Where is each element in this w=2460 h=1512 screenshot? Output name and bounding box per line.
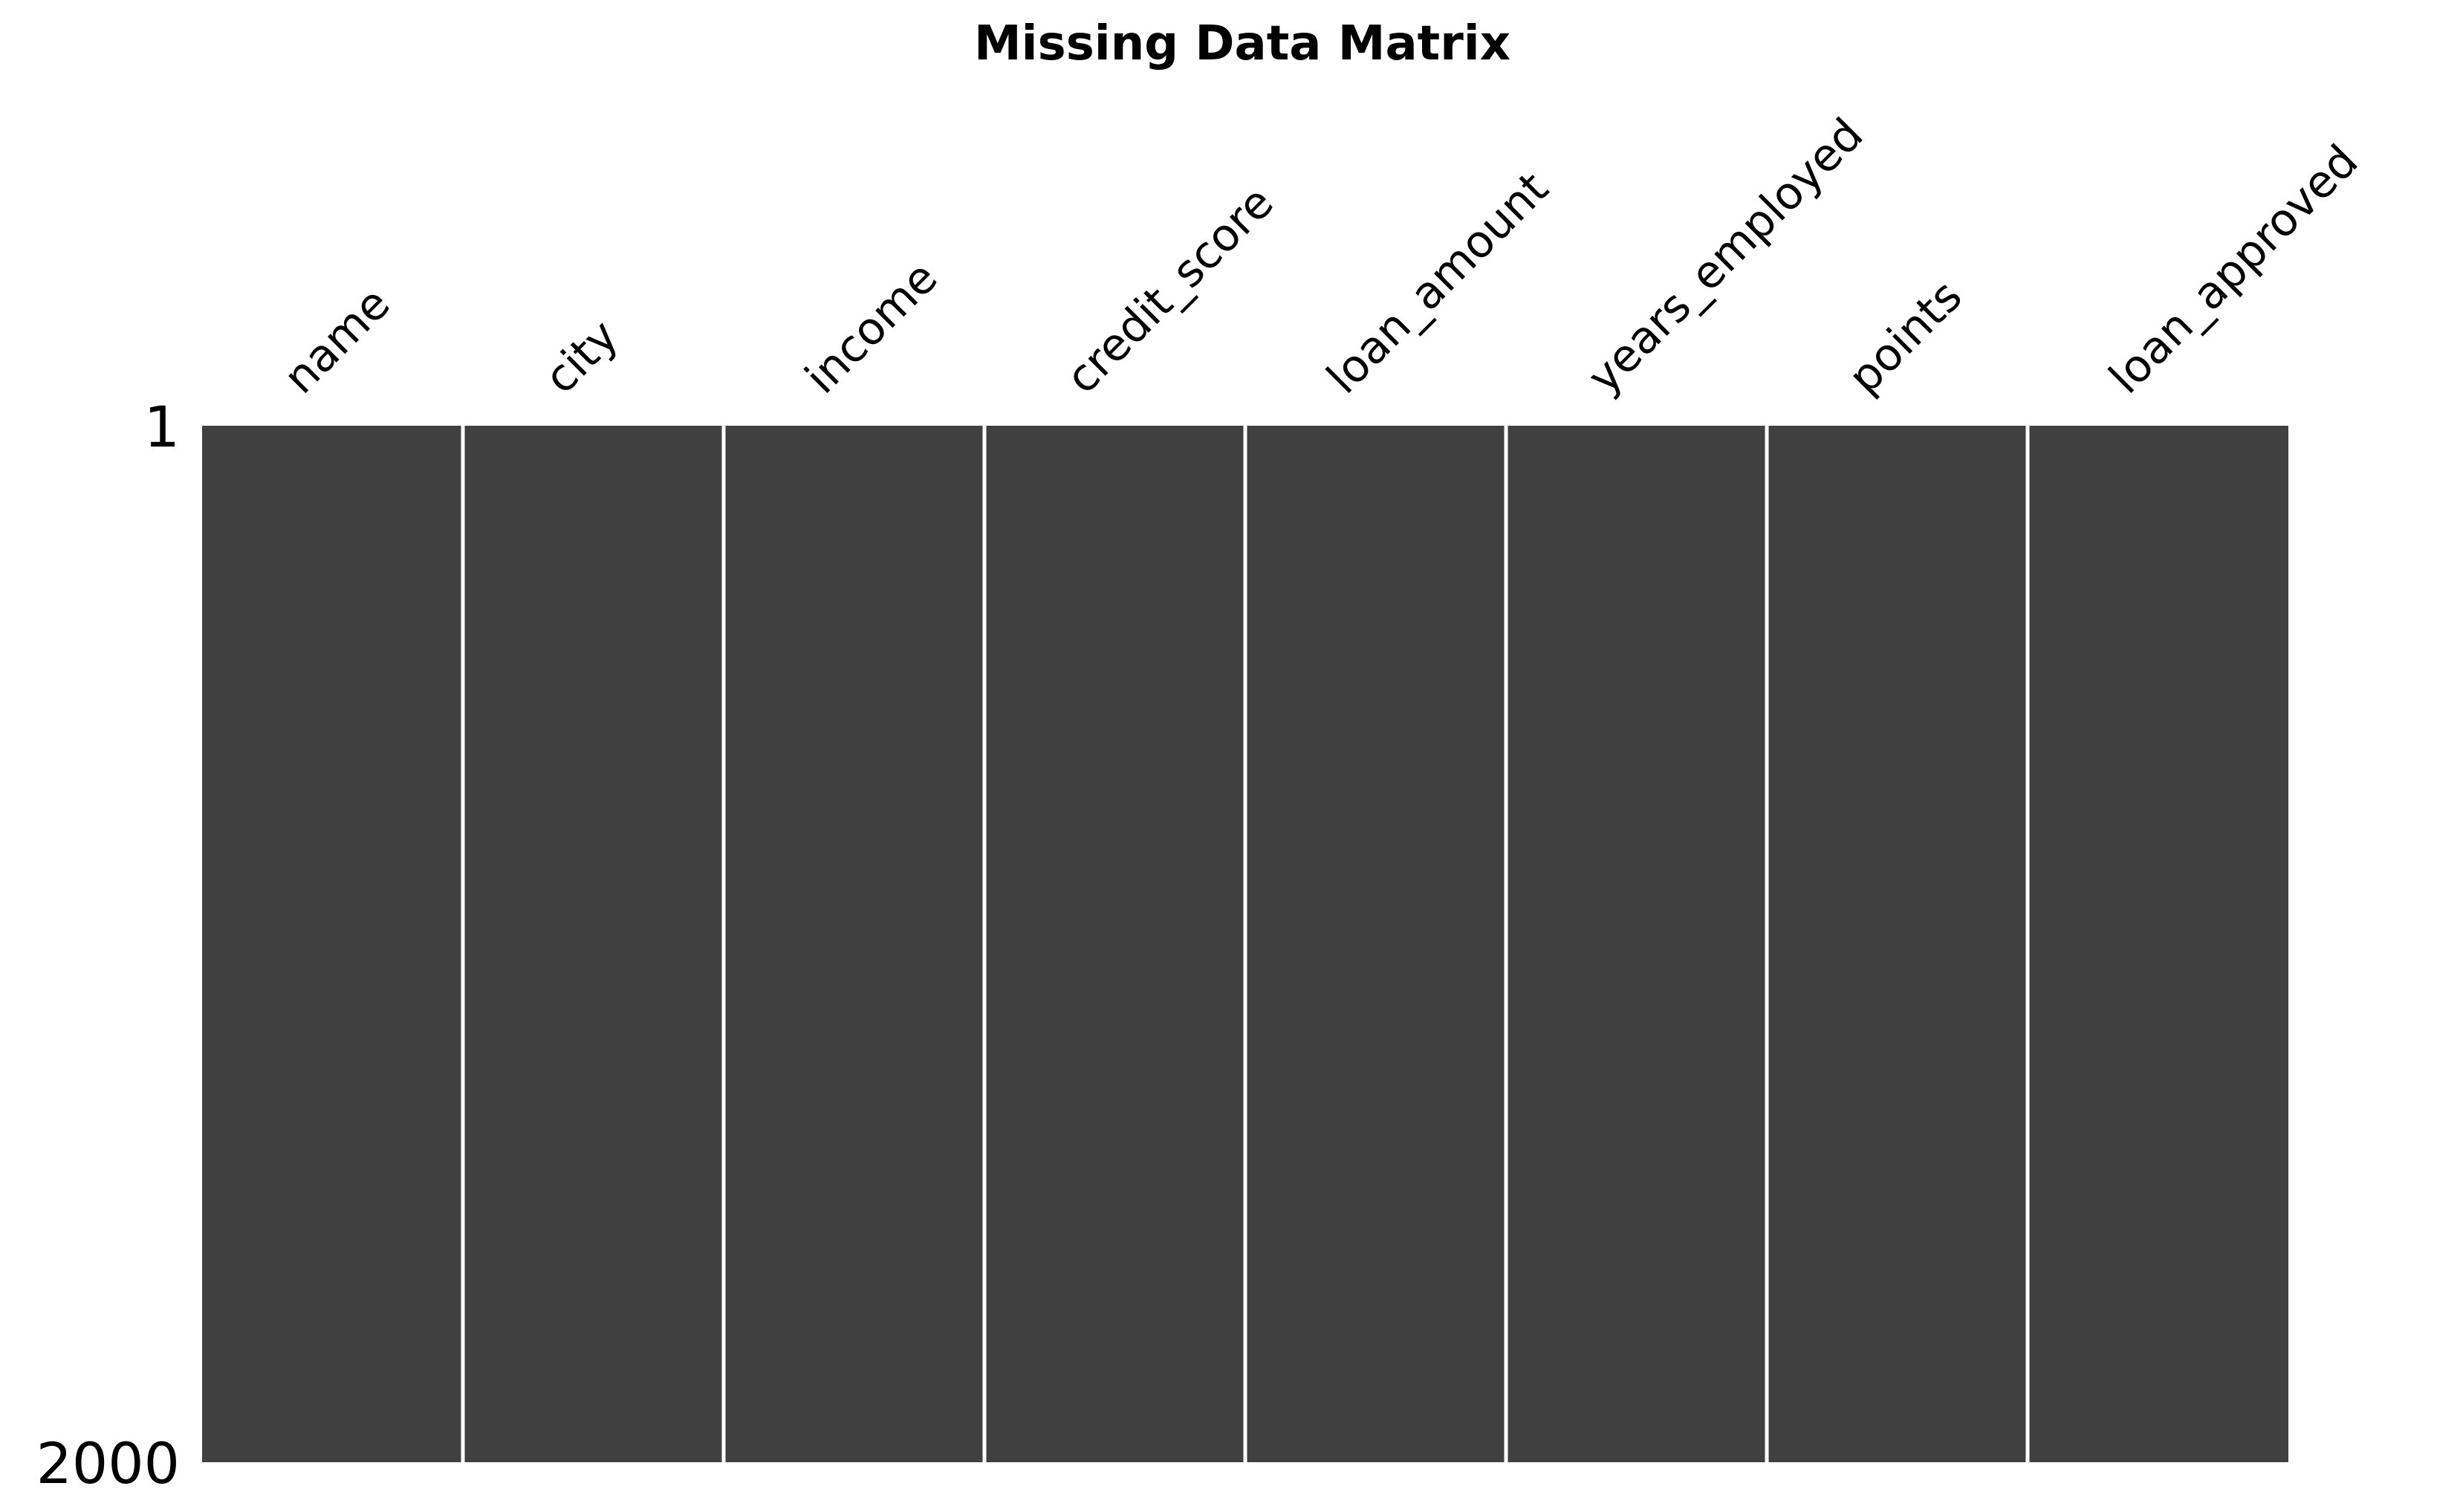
- matrix-columns: [202, 426, 2288, 1462]
- column-label-city: city: [535, 310, 629, 403]
- matrix-column-loan-approved: [2028, 426, 2288, 1462]
- column-separators: [461, 426, 2030, 1462]
- matrix-column-name: [202, 426, 463, 1462]
- matrix-column-points: [1767, 426, 2028, 1462]
- column-label-points: points: [1839, 270, 1973, 404]
- column-labels: name city income credit_score loan_amount yea…: [274, 108, 2369, 404]
- chart-title: Missing Data Matrix: [974, 16, 1510, 71]
- row-labels: 1 2000: [36, 394, 180, 1496]
- column-label-years-employed: years_employed: [1578, 108, 1874, 404]
- matrix-column-years-employed: [1506, 426, 1767, 1462]
- matrix-column-loan-amount: [1245, 426, 1506, 1462]
- matrix-column-credit-score: [984, 426, 1245, 1462]
- column-label-income: income: [796, 252, 948, 404]
- column-label-loan-amount: loan_amount: [1317, 163, 1559, 404]
- column-label-credit-score: credit_score: [1057, 177, 1284, 404]
- matrix-column-city: [463, 426, 724, 1462]
- row-label-first: 1: [144, 394, 180, 460]
- matrix-column-income: [724, 426, 984, 1462]
- column-label-loan-approved: loan_approved: [2100, 135, 2369, 404]
- row-label-last: 2000: [36, 1430, 180, 1496]
- column-label-name: name: [274, 278, 400, 404]
